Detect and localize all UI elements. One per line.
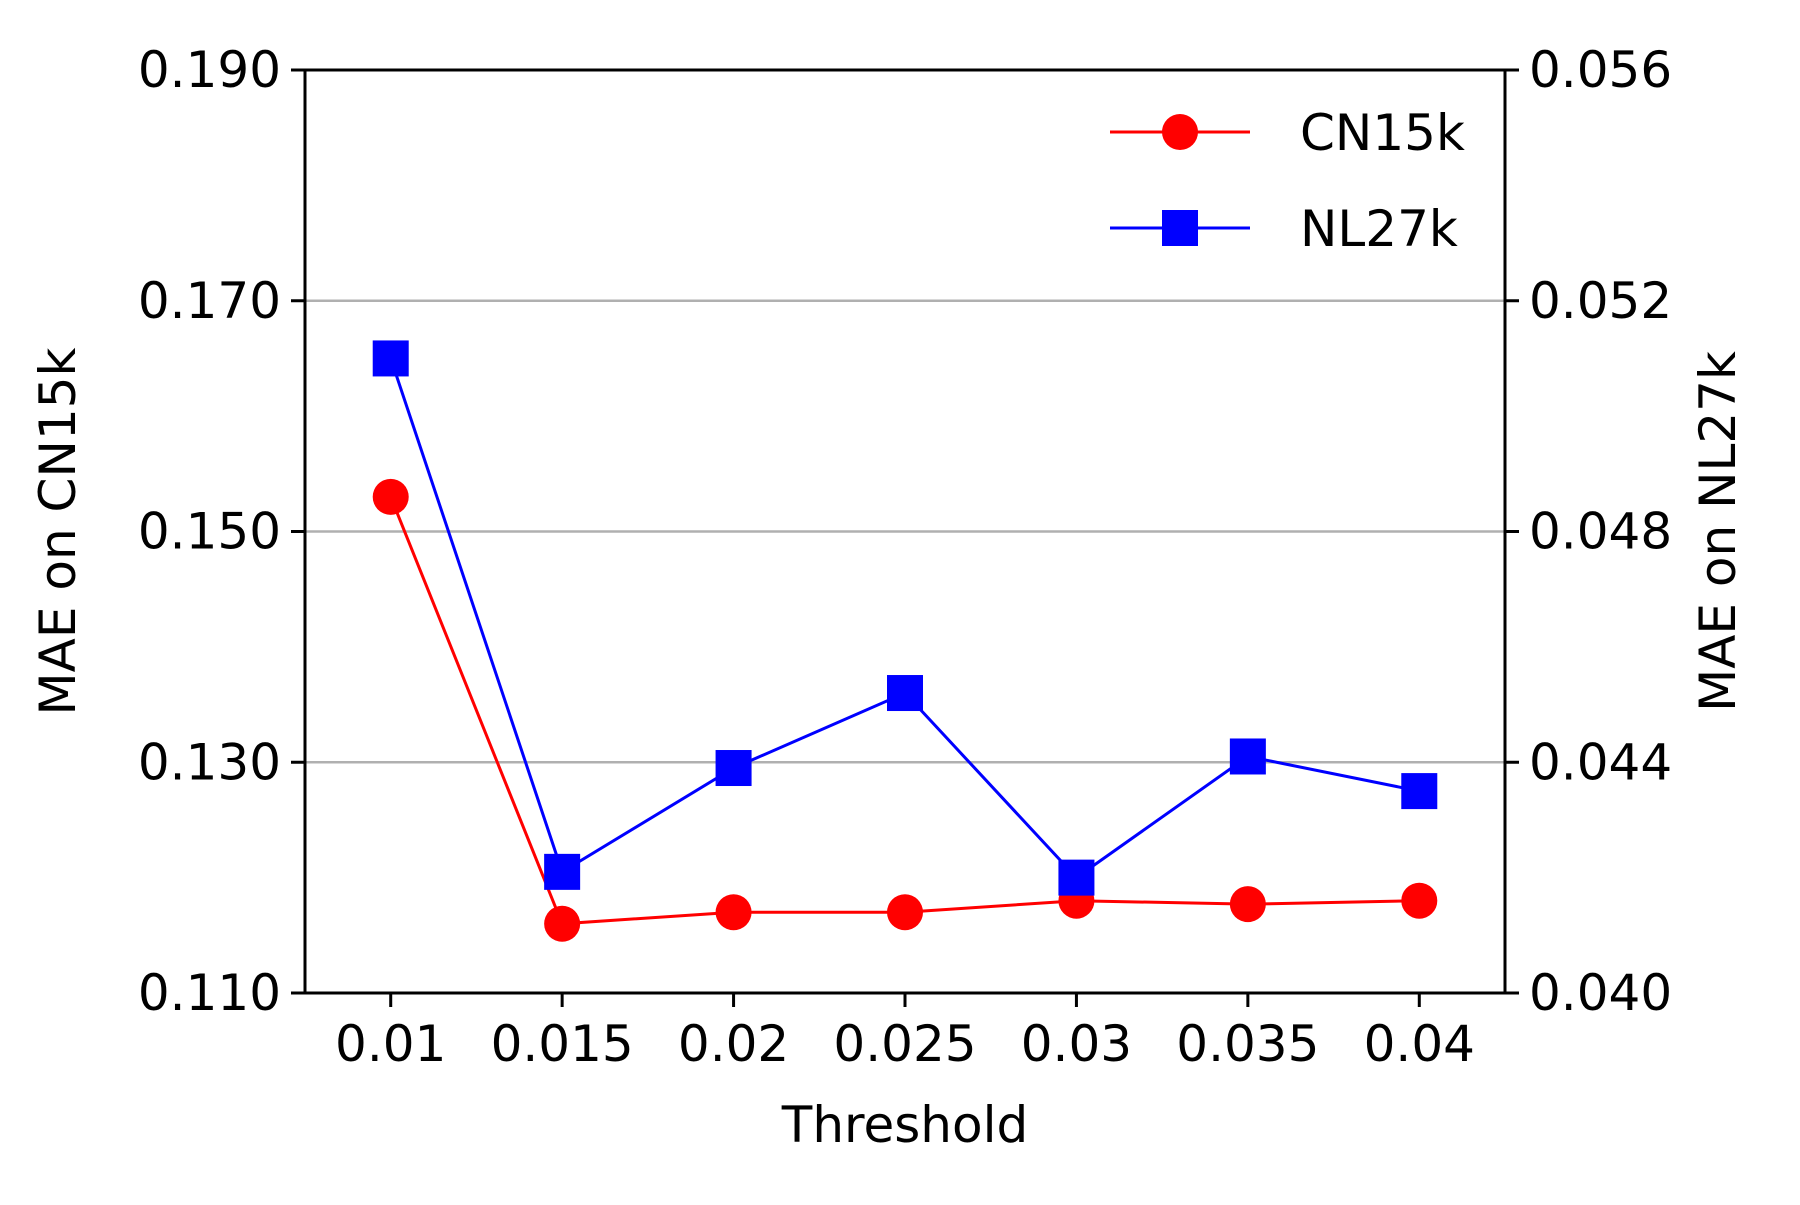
series-line-nl27k [389,357,1420,880]
y-right-tick-label: 0.040 [1529,964,1672,1022]
legend-marker-cn15k [1162,114,1198,150]
y-left-tick-label: 0.110 [138,964,281,1022]
data-point-nl27k [887,675,923,712]
legend: CN15k NL27k [1110,104,1465,258]
legend-label-nl27k: NL27k [1300,200,1458,258]
data-point-nl27k [1401,773,1438,810]
y-right-tick-label: 0.052 [1529,272,1672,330]
x-axis-title: Threshold [781,1096,1028,1154]
y-right-tick-label: 0.056 [1529,41,1672,99]
x-tick-label: 0.035 [1176,1015,1319,1073]
y-left-tick-label: 0.190 [138,41,281,99]
data-point-cn15k [544,905,581,942]
x-tick-label: 0.02 [678,1015,789,1073]
y-left-tick-label: 0.130 [138,733,281,791]
x-tick-label: 0.04 [1364,1015,1475,1073]
y-right-tick-label: 0.044 [1529,733,1672,791]
x-tick-label: 0.015 [491,1015,634,1073]
y-left-tick-label: 0.170 [138,272,281,330]
data-point-nl27k [715,750,752,787]
x-tick-label: 0.03 [1021,1015,1132,1073]
y-axis-title-left: MAE on CN15k [29,348,87,716]
y-right-tick-label: 0.048 [1529,503,1672,561]
data-point-nl27k [544,853,581,890]
x-tick-label: 0.025 [833,1015,976,1073]
y-axis-title-right: MAE on NL27k [1689,351,1747,712]
legend-marker-nl27k [1162,210,1198,246]
y-left-tick-label: 0.150 [138,503,281,561]
data-point-cn15k [1229,886,1266,923]
data-point-nl27k [1058,859,1095,896]
data-point-cn15k [715,894,752,931]
grid-layer [305,299,1505,764]
data-point-cn15k [372,478,409,515]
series-layer [372,340,1438,942]
data-point-nl27k [1229,738,1266,775]
data-point-cn15k [1401,882,1438,919]
data-point-nl27k [372,340,409,377]
axes-layer: 0.110 0.130 0.150 0.170 0.190 0.040 0.044 0.048… [138,41,1672,1073]
x-tick-label: 0.01 [335,1015,446,1073]
legend-label-cn15k: CN15k [1300,104,1465,162]
data-point-cn15k [887,894,923,931]
